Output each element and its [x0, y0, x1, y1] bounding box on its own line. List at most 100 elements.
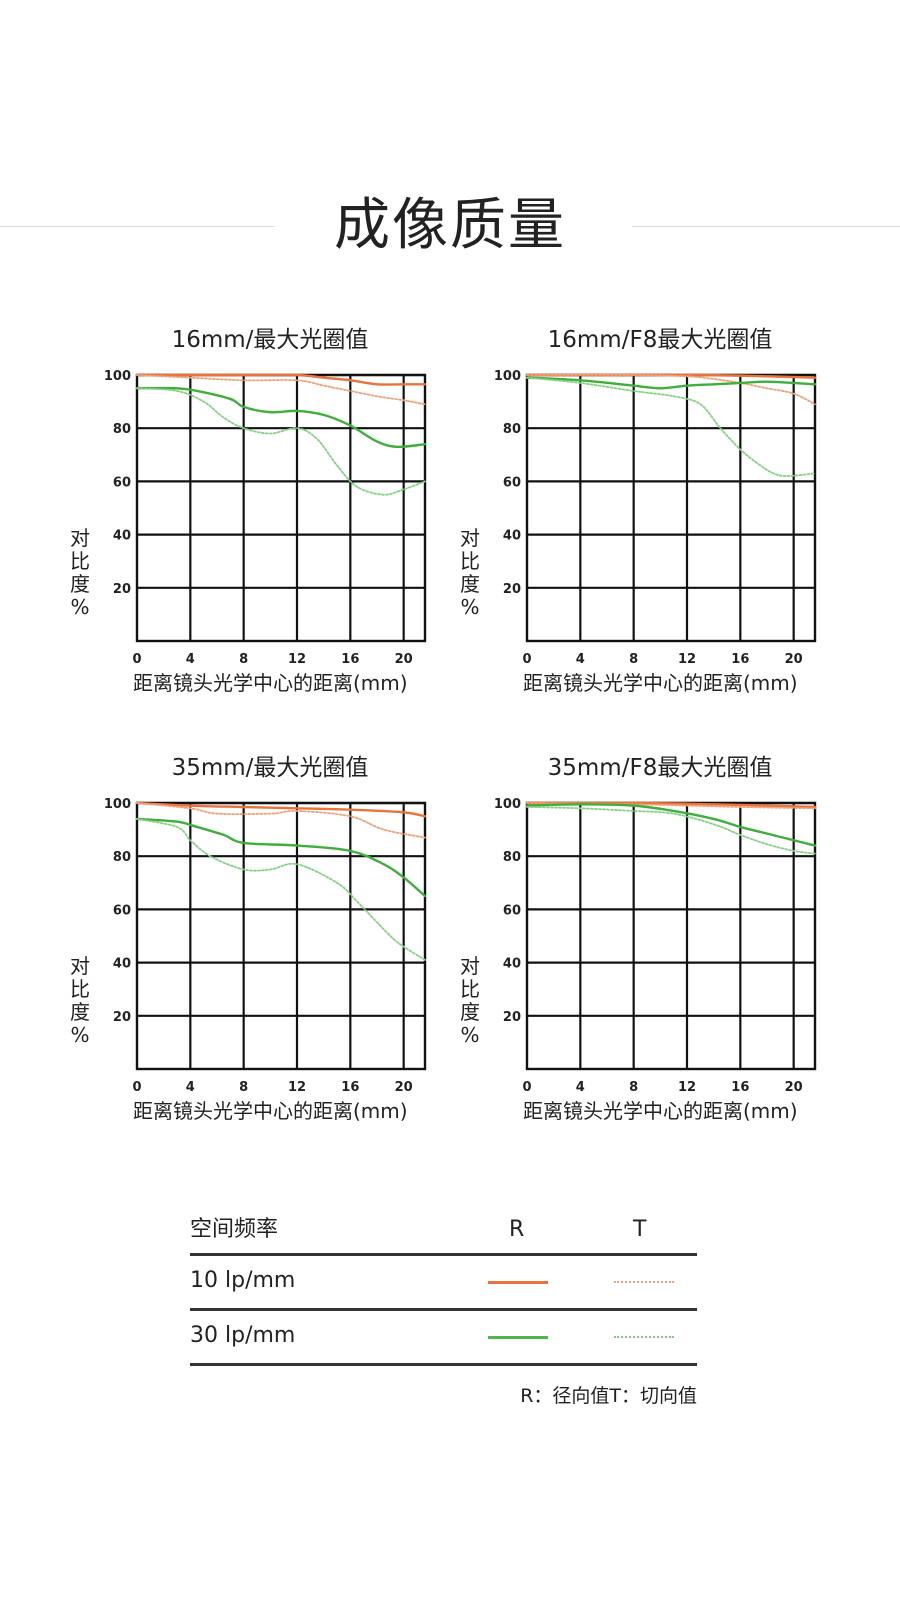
x-tick-label: 16 — [341, 652, 359, 667]
x-axis-label: 距离镜头光学中心的距离(mm) — [133, 1099, 408, 1123]
legend-divider — [190, 1363, 697, 1366]
y-axis-label: 对比度% — [68, 527, 92, 619]
plot-area: 20 40 60 80 100 0 4 8 12 16 20 — [104, 797, 427, 1095]
series-line-10-lp-mm-r — [135, 801, 427, 818]
y-axis-label-char: 比 — [460, 549, 480, 573]
legend-header-r: R — [509, 1217, 525, 1242]
y-tick-label: 100 — [104, 797, 131, 812]
x-tick-label: 16 — [341, 1080, 359, 1095]
x-tick-label: 4 — [576, 652, 585, 667]
y-tick-label: 40 — [503, 957, 521, 972]
y-tick-label: 100 — [494, 369, 521, 384]
x-axis-label: 距离镜头光学中心的距离(mm) — [133, 671, 408, 695]
chart-title: 35mm/F8最大光圈值 — [547, 755, 773, 781]
x-tick-label: 0 — [132, 1080, 141, 1095]
legend-header-frequency: 空间频率 — [190, 1217, 279, 1242]
page-title: 成像质量 — [334, 193, 566, 258]
y-tick-label: 20 — [503, 582, 521, 597]
series-line-30-lp-mm-r — [525, 376, 817, 390]
y-tick-label: 80 — [113, 850, 131, 865]
y-tick-label: 20 — [113, 1010, 131, 1025]
y-tick-label: 20 — [113, 582, 131, 597]
series-line-30-lp-mm-r — [135, 386, 427, 449]
plot-frame — [525, 801, 817, 1071]
plot-frame — [525, 373, 817, 643]
y-axis-label-char: 比 — [460, 977, 480, 1001]
mtf-chart-16mm-max-aperture: 16mm/最大光圈值对比度% 距离镜头光学中心的距离(mm) 20 40 60 80 100… — [60, 325, 480, 725]
y-axis-label-char: 比 — [70, 977, 90, 1001]
y-axis-label: 对比度% — [458, 527, 482, 619]
title-rule-right — [632, 226, 900, 227]
x-tick-label: 8 — [629, 652, 638, 667]
y-axis-label-char: 比 — [70, 549, 90, 573]
mtf-chart-16mm-f8: 16mm/F8最大光圈值对比度% 距离镜头光学中心的距离(mm) 20 40 60 80 1… — [450, 325, 870, 725]
y-tick-label: 80 — [503, 850, 521, 865]
x-tick-label: 20 — [395, 652, 413, 667]
x-tick-label: 8 — [629, 1080, 638, 1095]
y-tick-label: 60 — [113, 475, 131, 490]
title-rule-left — [0, 226, 275, 227]
series-line-10-lp-mm-t — [136, 802, 426, 839]
y-tick-label: 80 — [113, 422, 131, 437]
plot-area: 20 40 60 80 100 0 4 8 12 16 20 — [494, 369, 817, 667]
x-tick-label: 12 — [678, 1080, 696, 1095]
y-axis-label-char: % — [460, 595, 480, 619]
x-tick-label: 12 — [678, 652, 696, 667]
y-tick-label: 40 — [113, 957, 131, 972]
x-tick-label: 4 — [576, 1080, 585, 1095]
y-tick-label: 20 — [503, 1010, 521, 1025]
x-tick-label: 16 — [731, 1080, 749, 1095]
legend-swatch-30lp-t — [614, 1336, 674, 1338]
y-tick-label: 80 — [503, 422, 521, 437]
legend-table: 空间频率 R T 10 lp/mm 30 lp/mm R：径向值T：切向值 — [190, 1205, 697, 1407]
legend-row-10lp: 10 lp/mm — [190, 1256, 697, 1308]
legend-header: 空间频率 R T — [190, 1205, 697, 1253]
y-tick-label: 100 — [104, 369, 131, 384]
plot-area: 20 40 60 80 100 0 4 8 12 16 20 — [494, 797, 817, 1095]
x-tick-label: 20 — [395, 1080, 413, 1095]
y-tick-label: 60 — [113, 903, 131, 918]
legend-row-label: 10 lp/mm — [190, 1268, 296, 1293]
legend-swatch-10lp-r — [488, 1281, 548, 1284]
mtf-chart-35mm-max-aperture: 35mm/最大光圈值对比度% 距离镜头光学中心的距离(mm) 20 40 60 80 100… — [60, 753, 480, 1153]
x-axis-label: 距离镜头光学中心的距离(mm) — [523, 1099, 798, 1123]
plot-area: 20 40 60 80 100 0 4 8 12 16 20 — [104, 369, 427, 667]
y-axis-label-char: % — [460, 1023, 480, 1047]
y-axis-label-char: % — [70, 595, 90, 619]
y-axis-label-char: 对 — [460, 954, 480, 978]
y-tick-label: 40 — [503, 529, 521, 544]
series-line-30-lp-mm-t — [136, 818, 426, 961]
y-tick-label: 40 — [113, 529, 131, 544]
y-axis-label-char: 对 — [70, 526, 90, 550]
x-tick-label: 0 — [522, 1080, 531, 1095]
mtf-chart-35mm-f8: 35mm/F8最大光圈值对比度% 距离镜头光学中心的距离(mm) 20 40 60 80 1… — [450, 753, 870, 1153]
x-tick-label: 20 — [785, 1080, 803, 1095]
y-axis-label-char: 度 — [460, 572, 480, 596]
x-tick-label: 4 — [186, 652, 195, 667]
x-tick-label: 8 — [239, 1080, 248, 1095]
series-line-10-lp-mm-t — [136, 374, 426, 406]
legend-row-30lp: 30 lp/mm — [190, 1311, 697, 1363]
x-tick-label: 0 — [132, 652, 141, 667]
series-line-30-lp-mm-r — [525, 803, 817, 847]
plot-frame — [135, 801, 427, 1071]
legend-note: R：径向值T：切向值 — [520, 1385, 697, 1407]
y-axis-label: 对比度% — [68, 955, 92, 1047]
legend-divider — [190, 1253, 697, 1256]
y-tick-label: 60 — [503, 903, 521, 918]
legend-swatch-30lp-r — [488, 1336, 548, 1339]
plot-frame — [135, 373, 427, 643]
series-line-30-lp-mm-t — [526, 376, 816, 477]
x-tick-label: 16 — [731, 652, 749, 667]
x-tick-label: 20 — [785, 652, 803, 667]
y-axis-label-char: % — [70, 1023, 90, 1047]
series-line-10-lp-mm-t — [526, 374, 816, 406]
x-tick-label: 0 — [522, 652, 531, 667]
y-axis-label-char: 对 — [70, 954, 90, 978]
series-line-30-lp-mm-t — [136, 387, 426, 496]
legend-header-t: T — [633, 1217, 647, 1242]
y-tick-label: 60 — [503, 475, 521, 490]
legend-row-label: 30 lp/mm — [190, 1323, 296, 1348]
x-tick-label: 8 — [239, 652, 248, 667]
x-tick-label: 12 — [288, 652, 306, 667]
